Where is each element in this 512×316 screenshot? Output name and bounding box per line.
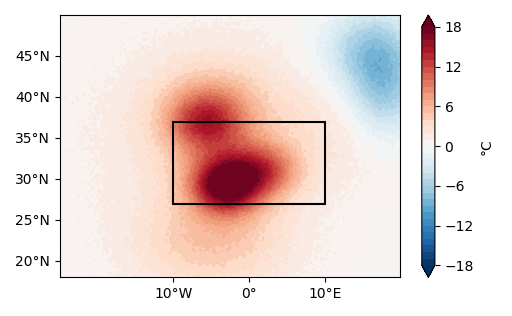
PathPatch shape: [422, 265, 435, 277]
Bar: [173, 122, 325, 204]
PathPatch shape: [422, 15, 435, 27]
Y-axis label: °C: °C: [480, 138, 494, 155]
